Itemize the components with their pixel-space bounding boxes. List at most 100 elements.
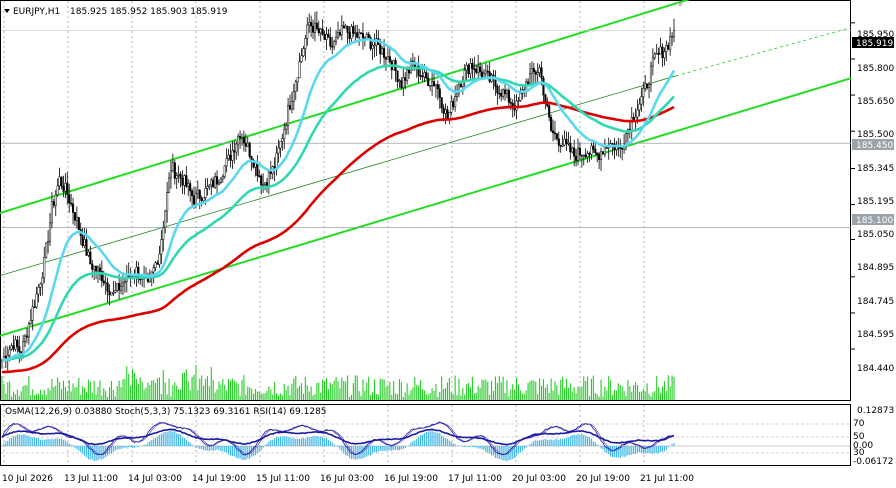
candle-body: [469, 62, 472, 75]
candle-body: [321, 28, 324, 35]
dropdown-triangle-icon[interactable]: [4, 9, 10, 13]
channel-lower-line: [0, 77, 852, 337]
candle-body: [459, 84, 462, 87]
candle-body: [31, 306, 34, 321]
candle-body: [206, 186, 209, 189]
candle-body: [565, 138, 568, 144]
candle-body: [248, 142, 251, 157]
candle-body: [154, 262, 157, 268]
candle-body: [108, 290, 111, 296]
horizontal-levels[interactable]: [1, 30, 851, 228]
candle-body: [599, 151, 603, 160]
candle-body: [294, 81, 297, 92]
candle-body: [509, 102, 512, 104]
candle-body: [85, 239, 88, 256]
osc-tick-zero: 0.00: [853, 441, 873, 451]
candle-body: [325, 33, 328, 40]
candle-body: [164, 210, 167, 228]
candle-body: [35, 293, 38, 308]
candle-body: [173, 162, 176, 179]
shift-marker-icon[interactable]: [677, 3, 683, 7]
candle-body: [214, 176, 217, 188]
candle-body: [48, 222, 52, 242]
candle-body: [592, 145, 595, 150]
candle-body: [444, 109, 447, 114]
candle-body: [95, 265, 98, 272]
candle-body: [455, 92, 459, 97]
candle-body: [210, 179, 213, 186]
candle-body: [292, 91, 295, 102]
candle-body: [515, 100, 518, 111]
candle-body: [240, 137, 244, 139]
candle-body: [160, 239, 163, 255]
candle-body: [407, 69, 411, 74]
candle-body: [450, 101, 453, 113]
candle-body: [152, 267, 155, 273]
candle-body: [179, 173, 182, 179]
ohlc-values: 185.925 185.952 185.903 185.919: [70, 7, 228, 17]
candle-body: [669, 36, 672, 50]
candle-body: [219, 178, 222, 184]
candle-body: [519, 93, 522, 101]
oscillator-axis: 0.12873 70 50 0.00 30 -0.06172: [853, 406, 894, 467]
candle-body: [231, 150, 234, 161]
candle-body: [358, 32, 361, 38]
candle-body: [281, 138, 284, 142]
candle-body: [542, 77, 545, 96]
candle-body: [651, 57, 654, 67]
candle-body: [175, 175, 178, 179]
candle-body: [373, 44, 376, 47]
candle-body: [423, 72, 426, 78]
candle-body: [638, 103, 641, 111]
candle-body: [576, 147, 580, 161]
candle-body: [215, 176, 219, 185]
candle-body: [285, 125, 288, 130]
candle-body: [33, 306, 36, 309]
candle-body: [369, 37, 372, 49]
rsi-line: [1, 428, 675, 446]
candle-body: [575, 155, 578, 161]
candle-body: [647, 83, 651, 89]
candle-body: [672, 30, 676, 37]
candle-body: [167, 177, 171, 193]
candle-body: [388, 56, 391, 62]
candle-body: [269, 171, 272, 174]
candle-body: [100, 271, 103, 282]
price-panel[interactable]: [0, 0, 851, 401]
candle-body: [18, 346, 21, 352]
level-label-2: 185.100: [856, 216, 893, 226]
oscillator-header: OsMA(12,26,9) 0.03880 Stoch(5,3,3) 75.13…: [5, 407, 327, 417]
candle-body: [60, 176, 63, 187]
candle-body: [267, 171, 270, 186]
candle-body: [45, 242, 48, 258]
candle-body: [304, 38, 307, 49]
candle-body: [194, 192, 197, 205]
candle-body: [528, 73, 532, 84]
candle-body: [659, 46, 662, 55]
candle-body: [467, 64, 470, 75]
candle-body: [16, 339, 19, 347]
candle-body: [256, 162, 259, 176]
candle-body: [646, 83, 649, 89]
candle-body: [77, 217, 80, 230]
candle-body: [571, 147, 574, 153]
candle-body: [217, 182, 221, 185]
candle-body: [471, 62, 474, 69]
candle-body: [671, 36, 674, 38]
candle-body: [116, 283, 119, 291]
candle-body: [367, 33, 370, 38]
trend-channel[interactable]: [0, 0, 852, 337]
candle-body: [486, 70, 489, 73]
candle-body: [227, 154, 230, 159]
candle-body: [551, 130, 555, 134]
candle-body: [112, 292, 115, 294]
candle-body: [502, 89, 505, 97]
candle-body: [56, 185, 59, 196]
oscillator-panel[interactable]: [0, 404, 851, 466]
candle-body: [601, 151, 605, 155]
candle-body: [544, 94, 547, 102]
candle-body: [532, 68, 535, 73]
candle-body: [582, 154, 585, 157]
candle-body: [333, 40, 336, 48]
